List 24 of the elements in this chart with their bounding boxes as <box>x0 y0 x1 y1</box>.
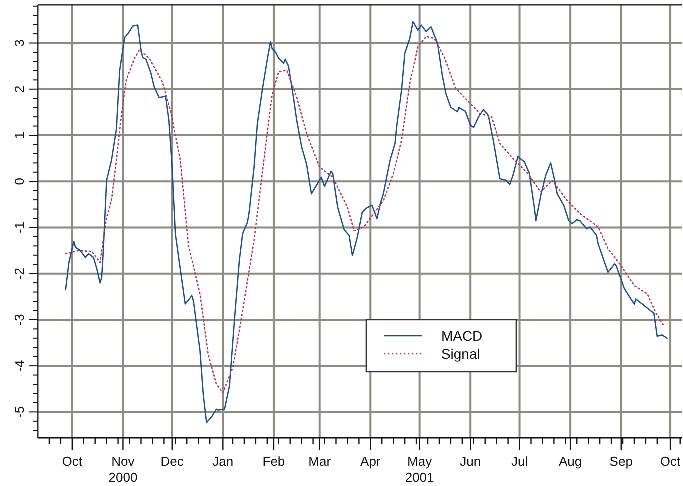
y-tick-label: -4 <box>12 360 27 372</box>
y-tick-label: 2 <box>12 86 27 94</box>
y-tick-label: -5 <box>12 406 27 418</box>
x-tick-label: Oct <box>660 454 682 469</box>
y-tick-label: -2 <box>12 268 27 280</box>
x-tick-label: Jan <box>212 454 234 469</box>
y-tick-label: -3 <box>12 314 27 326</box>
y-tick-label: 0 <box>12 178 27 186</box>
x-tick-label: Aug <box>559 454 582 469</box>
x-tick-label: Mar <box>308 454 332 469</box>
legend-label: MACD <box>441 328 483 344</box>
legend-label: Signal <box>441 346 480 362</box>
x-tick-label: Jul <box>511 454 528 469</box>
x-tick-label: Sep <box>610 454 633 469</box>
x-tick-label: May 2001 <box>405 454 434 485</box>
x-tick-label: Jun <box>460 454 482 469</box>
y-tick-label: 1 <box>12 132 27 140</box>
x-tick-label: Dec <box>160 454 184 469</box>
x-tick-label: Feb <box>262 454 286 469</box>
x-tick-label: Nov 2000 <box>108 454 138 485</box>
y-tick-label: 3 <box>12 40 27 47</box>
x-tick-label: Apr <box>360 454 382 469</box>
x-tick-label: Oct <box>62 454 83 469</box>
y-tick-label: -1 <box>12 222 27 234</box>
